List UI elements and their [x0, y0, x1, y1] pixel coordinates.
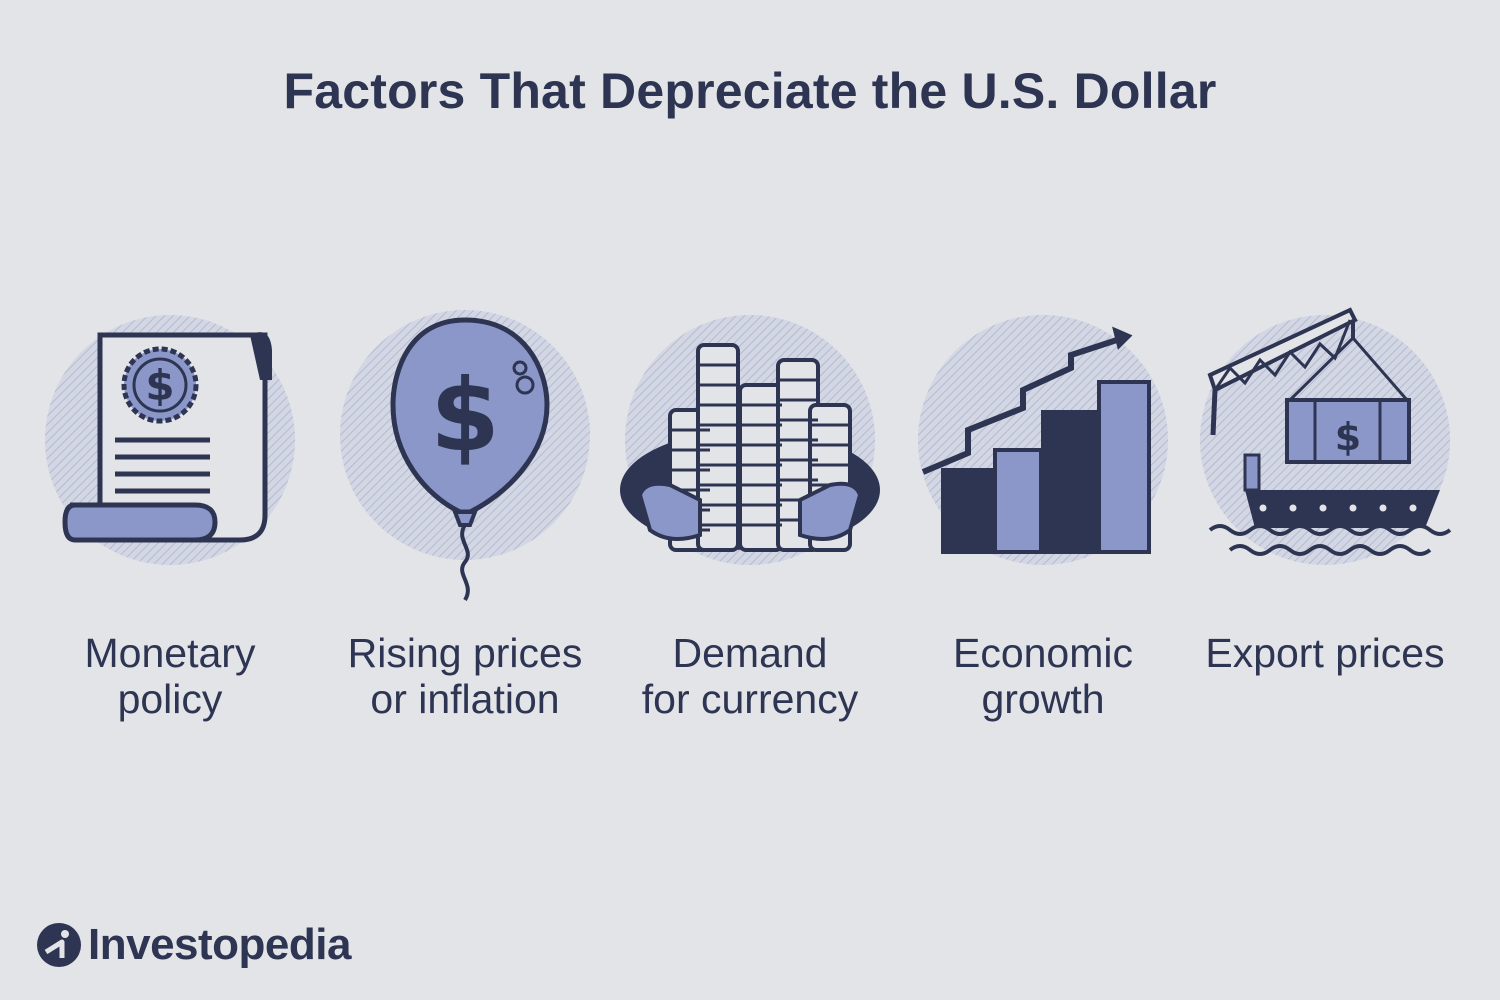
- dollar-balloon-icon: $: [340, 310, 590, 602]
- factor-label: Monetary policy: [20, 630, 320, 722]
- factor-label: Rising prices or inflation: [315, 630, 615, 722]
- brand-name: Investopedia: [88, 920, 351, 969]
- factor-label-line1: Rising prices: [347, 630, 583, 676]
- factor-label-line2: or inflation: [370, 676, 560, 722]
- factor-label-line1: Economic: [952, 630, 1133, 676]
- svg-text:$: $: [145, 361, 174, 410]
- factor-label-line1: Monetary: [84, 630, 256, 676]
- factor-export-prices: $ Export prices: [1175, 290, 1475, 750]
- page-title: Factors That Depreciate the U.S. Dollar: [283, 63, 1217, 119]
- factor-label-line2: for currency: [641, 676, 859, 722]
- svg-text:$: $: [430, 357, 500, 474]
- factor-economic-growth: Economic growth: [893, 290, 1193, 750]
- factor-label: Export prices: [1175, 630, 1475, 676]
- factor-label: Demand for currency: [600, 630, 900, 722]
- svg-text:$: $: [1335, 415, 1361, 459]
- factor-label-line1: Export prices: [1205, 630, 1445, 676]
- factor-label: Economic growth: [893, 630, 1193, 722]
- growth-bar-chart-icon: [918, 315, 1168, 565]
- investopedia-logo: Investopedia: [36, 915, 351, 975]
- cargo-ship-crane-icon: $: [1200, 307, 1452, 565]
- factor-monetary-policy: $ Monetary policy: [20, 290, 320, 750]
- factor-label-line1: Demand: [672, 630, 828, 676]
- factor-label-line2: growth: [981, 676, 1105, 722]
- factor-label-line2: policy: [117, 676, 223, 722]
- coin-stacks-icon: [620, 315, 880, 565]
- investopedia-logo-icon: [37, 923, 81, 967]
- document-scroll-dollar-icon: $: [45, 315, 295, 565]
- factor-demand-for-currency: Demand for currency: [600, 290, 900, 750]
- factor-rising-prices: $ Rising prices or inflation: [315, 290, 615, 750]
